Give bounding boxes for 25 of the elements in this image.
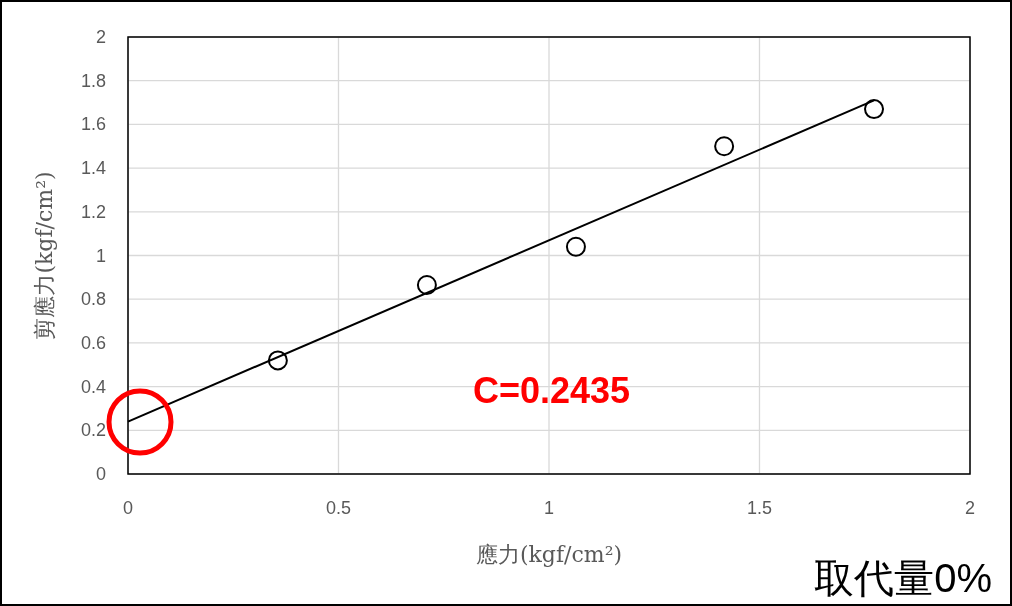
point [864,99,885,120]
point [416,275,437,295]
y-tick-label: 2 [95,27,106,47]
y-axis-title: 剪應力(kgf/cm²) [32,171,57,340]
point [714,136,735,157]
x-tick-label: 1.5 [746,498,773,518]
y-tick-label: 0.8 [80,289,106,310]
x-tick-label: 0.5 [325,498,352,518]
x-tick-label: 0 [122,498,134,518]
y-tick-label: 0.4 [80,376,106,397]
y-tick-label: 0.2 [80,420,106,441]
x-tick-label: 1 [543,498,555,518]
text: 取代量0% [814,556,992,600]
y-tick-label: 1.6 [80,114,106,135]
point [565,236,586,257]
x-tick-label: 2 [964,498,976,518]
y-tick-label: 1.2 [80,201,106,222]
y-tick-label: 1 [95,245,106,266]
x-axis-title: 應力(kgf/cm²) [475,542,623,567]
y-tick-label: 1.4 [80,158,106,179]
annotation: C=0.2435 [473,370,631,411]
y-tick-label: 1.8 [80,70,106,91]
y-tick-label: 0 [95,464,106,484]
point [267,350,288,371]
y-tick-label: 0.6 [80,332,106,353]
